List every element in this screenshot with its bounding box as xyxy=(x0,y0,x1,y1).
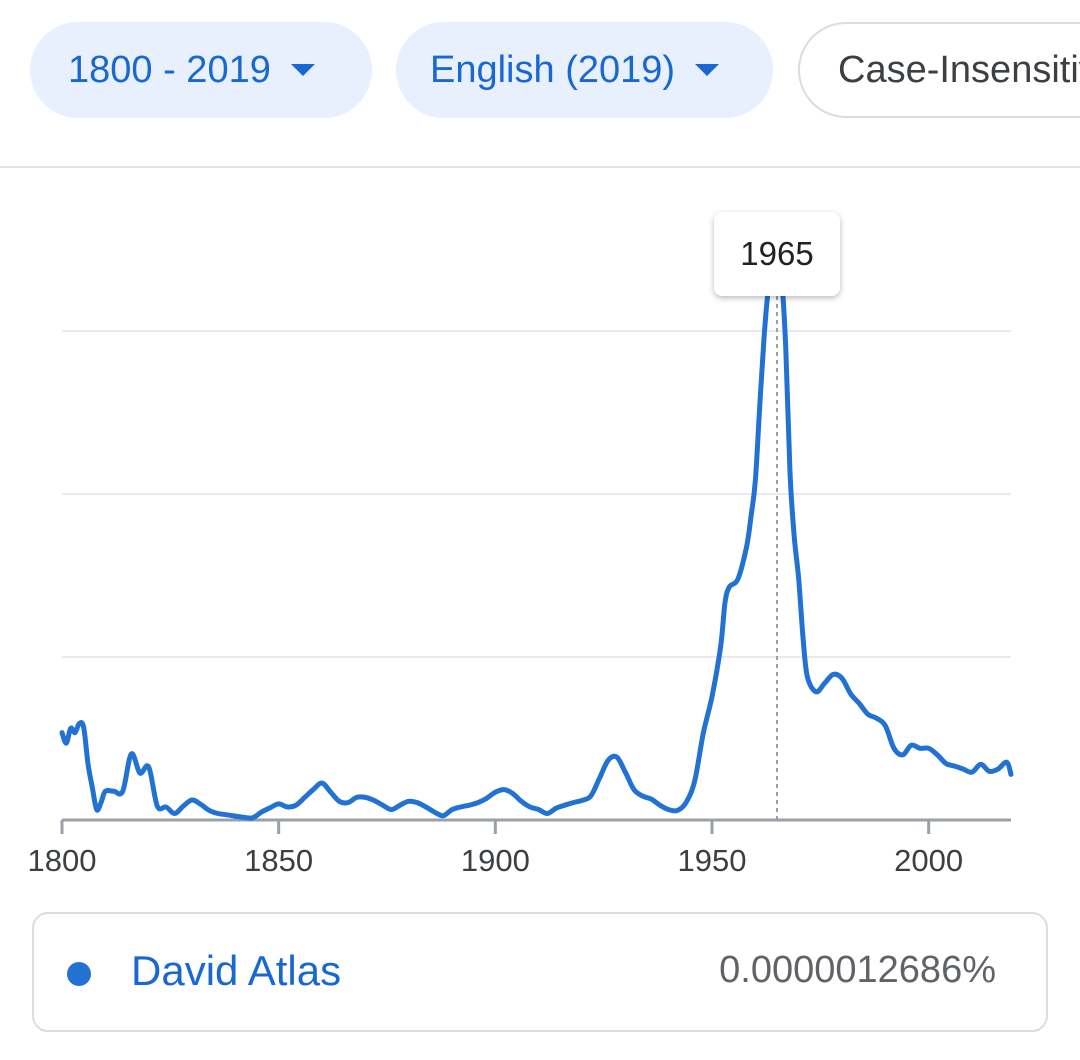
year-range-label: 1800 - 2019 xyxy=(68,48,271,91)
caret-down-icon xyxy=(695,64,720,76)
case-label: Case-Insensitive xyxy=(838,48,1080,91)
series-color-dot xyxy=(67,962,91,986)
ngram-chart[interactable]: 1800 1850 1900 1950 2000 xyxy=(0,168,1080,898)
series-line-david-atlas[interactable] xyxy=(59,265,1014,821)
legend-card: David Atlas 0.0000012686% xyxy=(32,912,1048,1032)
corpus-label: English (2019) xyxy=(430,48,676,91)
x-tick-label: 2000 xyxy=(894,843,963,878)
legend-series-name[interactable]: David Atlas xyxy=(131,947,342,994)
toolbar-divider xyxy=(0,166,1080,168)
filter-toolbar: 1800 - 2019 English (2019) Case-Insensit… xyxy=(0,0,1080,168)
x-tick-label: 1900 xyxy=(461,843,530,878)
caret-down-icon xyxy=(290,64,315,76)
gridlines xyxy=(62,330,1011,659)
year-tooltip: 1965 xyxy=(714,212,840,296)
x-tick-label: 1800 xyxy=(28,843,97,878)
corpus-dropdown[interactable]: English (2019) xyxy=(396,22,773,118)
legend-series-value: 0.0000012686% xyxy=(719,949,996,991)
x-axis-ticks: 1800 1850 1900 1950 2000 xyxy=(28,820,963,878)
tooltip-year: 1965 xyxy=(740,235,814,272)
case-insensitive-toggle[interactable]: Case-Insensitive xyxy=(798,22,1080,118)
x-tick-label: 1850 xyxy=(244,843,313,878)
x-tick-label: 1950 xyxy=(678,843,747,878)
year-range-dropdown[interactable]: 1800 - 2019 xyxy=(30,22,372,118)
